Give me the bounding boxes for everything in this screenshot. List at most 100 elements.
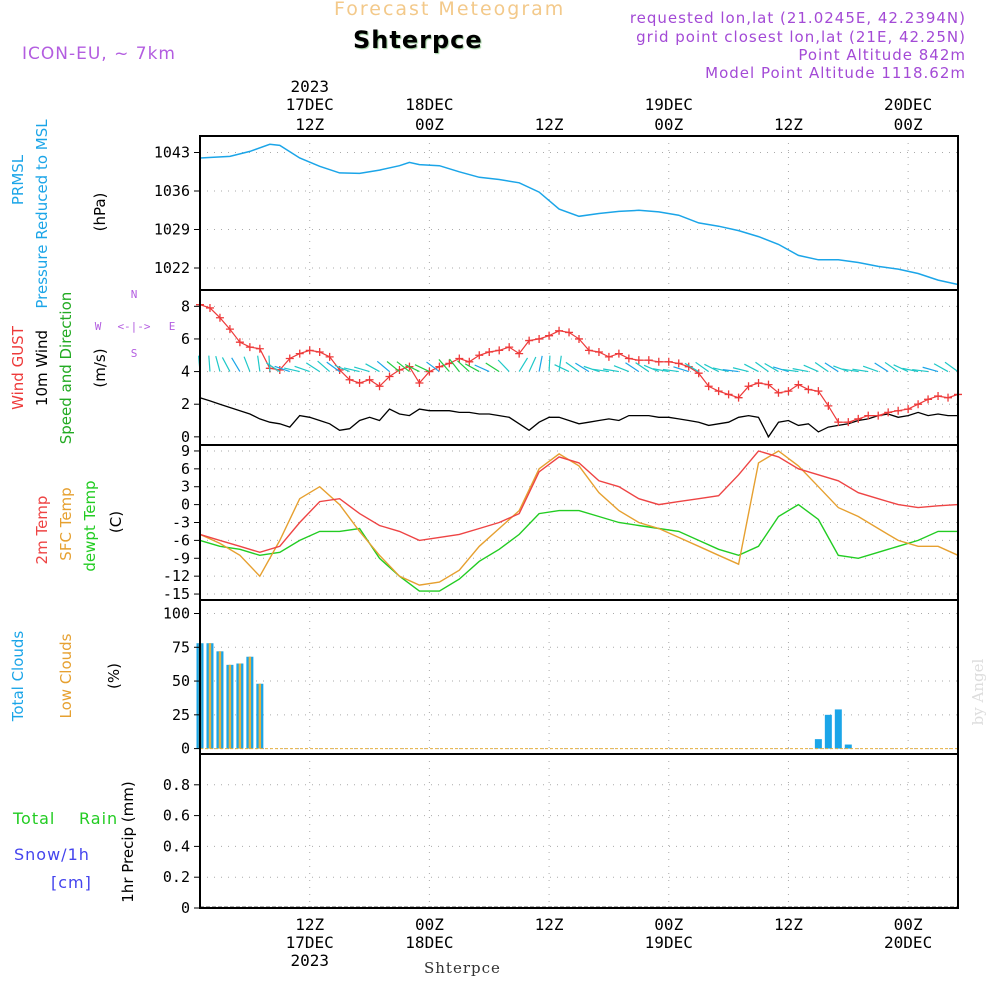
wind-arrow bbox=[497, 359, 510, 372]
gust-marker bbox=[235, 338, 244, 347]
y-tick-label: -3 bbox=[172, 514, 190, 532]
bottom-hour-label: 12Z bbox=[774, 915, 803, 934]
label-prmsl: PRMSL bbox=[9, 154, 27, 206]
gust-marker bbox=[545, 331, 554, 340]
bottom-hour-label: 12Z bbox=[295, 915, 324, 934]
gust-marker bbox=[774, 388, 783, 397]
bottom-date-label: 20DEC bbox=[884, 933, 932, 952]
top-date-label: 20DEC bbox=[884, 95, 932, 114]
gust-marker bbox=[285, 354, 294, 363]
wind-arrow bbox=[565, 361, 580, 373]
gust-marker bbox=[455, 354, 464, 363]
top-hour-label: 00Z bbox=[654, 115, 683, 134]
gust-marker bbox=[874, 411, 883, 420]
wind-arrow bbox=[732, 367, 749, 373]
wind-arrow bbox=[722, 369, 739, 373]
label-wind-gust: Wind GUST bbox=[9, 326, 27, 410]
wind-arrow bbox=[274, 365, 290, 373]
point-altitude: Point Altitude 842m bbox=[798, 46, 966, 64]
gust-marker bbox=[924, 395, 933, 404]
top-date-label: 19DEC bbox=[645, 95, 693, 114]
gust-marker bbox=[575, 334, 583, 343]
wind-arrow bbox=[485, 362, 500, 373]
gust-marker bbox=[814, 387, 823, 396]
wind-arrow bbox=[862, 365, 879, 373]
y-tick-label: 1022 bbox=[154, 259, 190, 277]
gust-marker bbox=[884, 408, 893, 417]
low-cloud-bar bbox=[218, 651, 222, 749]
y-tick-label: -15 bbox=[163, 585, 190, 603]
top-hour-label: 12Z bbox=[295, 115, 324, 134]
y-tick-label: 75 bbox=[172, 638, 190, 656]
gust-marker bbox=[734, 393, 743, 402]
label-wind-unit: (m/s) bbox=[91, 348, 109, 388]
gust-marker bbox=[225, 325, 234, 334]
wind-arrow bbox=[426, 361, 440, 373]
gust-marker bbox=[664, 357, 673, 366]
gust-marker bbox=[295, 349, 304, 358]
wind10m-line bbox=[199, 397, 958, 439]
y-tick-label: -9 bbox=[172, 549, 190, 567]
low-cloud-bar bbox=[228, 664, 232, 749]
gust-marker bbox=[495, 346, 504, 355]
wind-arrow bbox=[518, 357, 529, 372]
y-tick-label: 0.2 bbox=[163, 868, 190, 886]
gust-marker bbox=[565, 328, 574, 337]
gust-marker bbox=[245, 343, 254, 352]
bottom-year-label: 2023 bbox=[290, 951, 329, 970]
y-tick-label: 0.4 bbox=[163, 837, 190, 855]
wind-arrow bbox=[343, 367, 360, 373]
panel-frame bbox=[199, 753, 959, 909]
gust-marker bbox=[824, 401, 833, 410]
wind-arrow bbox=[396, 361, 410, 373]
y-tick-label: 0.6 bbox=[163, 807, 190, 825]
y-tick-label: 8 bbox=[181, 297, 190, 315]
location-title: Shterpce bbox=[353, 26, 483, 54]
compass-n: N bbox=[131, 288, 138, 301]
wind-arrow bbox=[944, 361, 959, 373]
wind-arrow bbox=[558, 355, 562, 372]
gust-marker bbox=[465, 357, 474, 366]
wind-arrow bbox=[933, 363, 949, 373]
low-cloud-bar bbox=[208, 643, 212, 749]
label-2m-temp: 2m Temp bbox=[33, 495, 51, 565]
gust-marker bbox=[475, 351, 484, 360]
gust-marker bbox=[375, 382, 384, 391]
gust-marker bbox=[505, 343, 514, 352]
gust-marker bbox=[305, 346, 314, 355]
wind-arrow bbox=[803, 364, 819, 373]
closest-coords: grid point closest lon,lat (21E, 42.25N) bbox=[636, 28, 966, 46]
gust-marker bbox=[934, 392, 943, 401]
wind-arrow bbox=[842, 368, 859, 373]
label-temp-unit: (C) bbox=[107, 510, 125, 534]
label-snow: Snow/1h bbox=[14, 845, 90, 864]
gust-marker bbox=[864, 411, 873, 420]
gust-marker bbox=[555, 326, 564, 335]
wind-arrow bbox=[684, 362, 699, 373]
gust-marker bbox=[894, 406, 903, 415]
gust-marker bbox=[624, 354, 633, 363]
gust-marker bbox=[415, 379, 424, 387]
bottom-hour-label: 00Z bbox=[415, 915, 444, 934]
gust-marker bbox=[704, 382, 713, 391]
wind-arrow bbox=[755, 361, 769, 373]
gust-marker bbox=[794, 380, 803, 389]
bottom-date-label: 19DEC bbox=[645, 933, 693, 952]
gust-marker bbox=[744, 382, 753, 391]
wind-arrow bbox=[922, 366, 939, 373]
top-hour-label: 00Z bbox=[894, 115, 923, 134]
wind-arrow bbox=[414, 364, 430, 373]
wind-arrow bbox=[326, 361, 340, 373]
y-tick-label: -6 bbox=[172, 531, 190, 549]
gust-marker bbox=[654, 357, 663, 366]
gust-marker bbox=[764, 380, 773, 389]
total-cloud-bar bbox=[844, 744, 852, 749]
gust-marker bbox=[914, 400, 923, 409]
top-hour-label: 12Z bbox=[774, 115, 803, 134]
wind-arrow bbox=[231, 357, 241, 372]
wind-arrow bbox=[386, 361, 400, 373]
wind-arrow bbox=[317, 360, 331, 373]
gust-marker bbox=[944, 393, 953, 402]
label-snow-unit: [cm] bbox=[51, 873, 92, 892]
compass-e: E bbox=[169, 320, 176, 333]
